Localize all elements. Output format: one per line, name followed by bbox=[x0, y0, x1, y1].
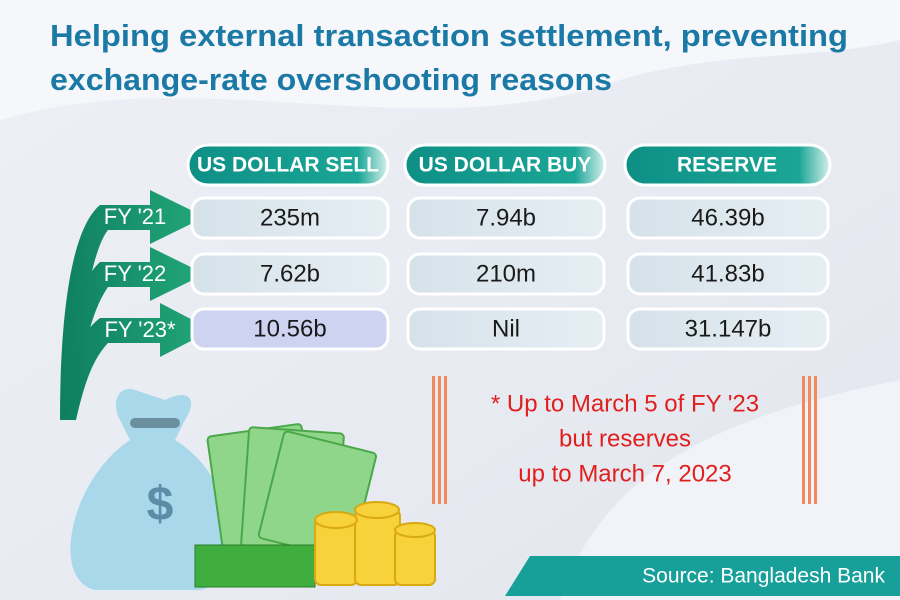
cell: 41.83b bbox=[691, 260, 764, 287]
cell-bg bbox=[190, 252, 390, 296]
source-bar bbox=[505, 556, 900, 596]
stripe bbox=[432, 376, 435, 504]
coin-stack bbox=[354, 509, 401, 586]
note-line: but reserves bbox=[559, 425, 691, 452]
arrow bbox=[64, 303, 212, 420]
title-line: Helping external transaction settlement,… bbox=[50, 18, 848, 53]
money-bag bbox=[70, 389, 232, 590]
cell-bg bbox=[626, 307, 830, 351]
table-cells: 235m 7.94b 46.39b 7.62b 210m 41.83b 10.5… bbox=[190, 196, 830, 351]
cell: 31.147b bbox=[685, 315, 772, 342]
column-header: US DOLLAR BUY bbox=[419, 154, 592, 177]
note-line: * Up to March 5 of FY '23 bbox=[491, 390, 759, 417]
header-pill bbox=[403, 143, 607, 187]
dollar-icon: $ bbox=[147, 478, 174, 531]
coin-stack bbox=[314, 519, 358, 586]
column-header: RESERVE bbox=[677, 154, 777, 177]
coin bbox=[394, 522, 436, 538]
cell: 235m bbox=[260, 204, 320, 231]
header-pill bbox=[186, 143, 390, 187]
note-line: up to March 7, 2023 bbox=[518, 460, 731, 487]
cell-bg bbox=[406, 196, 606, 240]
row-label: FY '22 bbox=[104, 261, 167, 286]
row-arrows bbox=[60, 190, 212, 420]
coin bbox=[314, 511, 358, 529]
cell-bg bbox=[406, 252, 606, 296]
cell-bg bbox=[626, 252, 830, 296]
arrow bbox=[62, 247, 205, 420]
header-pill bbox=[623, 143, 832, 187]
cell: 46.39b bbox=[691, 204, 764, 231]
note-box bbox=[432, 376, 817, 504]
source: Source: Bangladesh Bank bbox=[642, 565, 885, 588]
cell: 7.62b bbox=[260, 260, 320, 287]
swirl bbox=[0, 0, 900, 120]
cell-bg bbox=[190, 196, 390, 240]
cell: 10.56b bbox=[253, 315, 326, 342]
row-label: FY '23* bbox=[104, 317, 175, 342]
arrow bbox=[60, 190, 205, 420]
row-label: FY '21 bbox=[104, 204, 167, 229]
coin bbox=[354, 501, 400, 519]
stripe bbox=[802, 376, 805, 504]
cell-bg bbox=[190, 307, 390, 351]
cash-stack bbox=[194, 544, 316, 588]
cell: 7.94b bbox=[476, 204, 536, 231]
cell-bg bbox=[406, 307, 606, 351]
column-header: US DOLLAR SELL bbox=[197, 154, 379, 177]
coin-stack bbox=[394, 529, 436, 586]
bag-tie bbox=[130, 418, 180, 428]
cell: Nil bbox=[492, 315, 520, 342]
stripe bbox=[808, 376, 811, 504]
cell: 210m bbox=[476, 260, 536, 287]
title-line: exchange-rate overshooting reasons bbox=[50, 62, 612, 97]
stripe bbox=[438, 376, 441, 504]
stripe bbox=[814, 376, 817, 504]
stripe bbox=[444, 376, 447, 504]
cell-bg bbox=[626, 196, 830, 240]
money-illustration: $ bbox=[70, 389, 436, 590]
